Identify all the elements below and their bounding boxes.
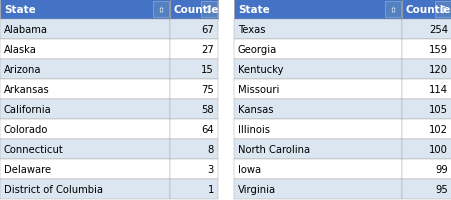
Text: ↧: ↧ <box>204 5 212 15</box>
Bar <box>234 40 401 60</box>
Text: ⇳: ⇳ <box>157 5 164 14</box>
Bar <box>234 139 401 159</box>
Text: 102: 102 <box>428 124 447 134</box>
Bar <box>234 100 401 119</box>
Bar <box>401 159 451 179</box>
Text: Connecticut: Connecticut <box>4 144 64 154</box>
Text: 105: 105 <box>428 104 447 114</box>
Bar <box>401 0 451 20</box>
Text: 75: 75 <box>201 85 213 95</box>
Bar <box>234 159 401 179</box>
Bar <box>0 159 170 179</box>
Text: 100: 100 <box>428 144 447 154</box>
Text: Virginia: Virginia <box>238 184 276 194</box>
Bar <box>234 179 401 199</box>
Text: Arkansas: Arkansas <box>4 85 50 95</box>
Text: Georgia: Georgia <box>238 45 276 55</box>
Text: 120: 120 <box>428 65 447 75</box>
Bar <box>234 20 401 40</box>
Bar <box>0 179 170 199</box>
Bar <box>170 20 217 40</box>
Bar <box>401 100 451 119</box>
Bar <box>401 60 451 80</box>
Bar <box>170 139 217 159</box>
Text: State: State <box>4 5 36 15</box>
Bar <box>384 2 400 18</box>
Text: Delaware: Delaware <box>4 164 51 174</box>
Bar <box>0 119 170 139</box>
Bar <box>152 2 169 18</box>
Bar <box>401 20 451 40</box>
Text: State: State <box>238 5 269 15</box>
Text: Texas: Texas <box>238 25 265 35</box>
Text: Counties: Counties <box>174 5 225 15</box>
Bar <box>170 80 217 100</box>
Text: 27: 27 <box>201 45 213 55</box>
Text: Missouri: Missouri <box>238 85 279 95</box>
Bar <box>0 100 170 119</box>
Bar <box>0 40 170 60</box>
Text: Alabama: Alabama <box>4 25 48 35</box>
Text: Arizona: Arizona <box>4 65 41 75</box>
Bar <box>0 60 170 80</box>
Text: ↧: ↧ <box>438 5 446 15</box>
Text: 58: 58 <box>201 104 213 114</box>
Bar <box>401 119 451 139</box>
Bar <box>234 0 401 20</box>
Bar <box>170 0 217 20</box>
Text: 64: 64 <box>201 124 213 134</box>
Text: 3: 3 <box>207 164 213 174</box>
Bar <box>0 0 170 20</box>
Bar <box>234 119 401 139</box>
Text: 114: 114 <box>428 85 447 95</box>
Text: ⇳: ⇳ <box>389 5 396 14</box>
Text: Colorado: Colorado <box>4 124 48 134</box>
Bar <box>401 40 451 60</box>
Bar <box>234 80 401 100</box>
Text: Iowa: Iowa <box>238 164 261 174</box>
Bar <box>401 179 451 199</box>
Text: Alaska: Alaska <box>4 45 37 55</box>
Text: Kansas: Kansas <box>238 104 273 114</box>
Text: 1: 1 <box>207 184 213 194</box>
Bar <box>401 139 451 159</box>
Text: 159: 159 <box>428 45 447 55</box>
Text: Illinois: Illinois <box>238 124 269 134</box>
Bar <box>0 20 170 40</box>
Bar <box>170 119 217 139</box>
Text: California: California <box>4 104 51 114</box>
Text: District of Columbia: District of Columbia <box>4 184 103 194</box>
Text: 254: 254 <box>428 25 447 35</box>
Bar <box>201 2 216 18</box>
Bar <box>434 2 450 18</box>
Bar <box>0 80 170 100</box>
Bar <box>170 159 217 179</box>
Bar <box>170 100 217 119</box>
Bar <box>234 60 401 80</box>
Bar <box>170 60 217 80</box>
Text: North Carolina: North Carolina <box>238 144 309 154</box>
Bar <box>170 179 217 199</box>
Text: 15: 15 <box>201 65 213 75</box>
Bar <box>170 40 217 60</box>
Bar <box>0 139 170 159</box>
Text: Kentucky: Kentucky <box>238 65 283 75</box>
Text: Counties: Counties <box>405 5 451 15</box>
Text: 95: 95 <box>434 184 447 194</box>
Text: 8: 8 <box>207 144 213 154</box>
Bar <box>401 80 451 100</box>
Text: 99: 99 <box>434 164 447 174</box>
Text: 67: 67 <box>201 25 213 35</box>
